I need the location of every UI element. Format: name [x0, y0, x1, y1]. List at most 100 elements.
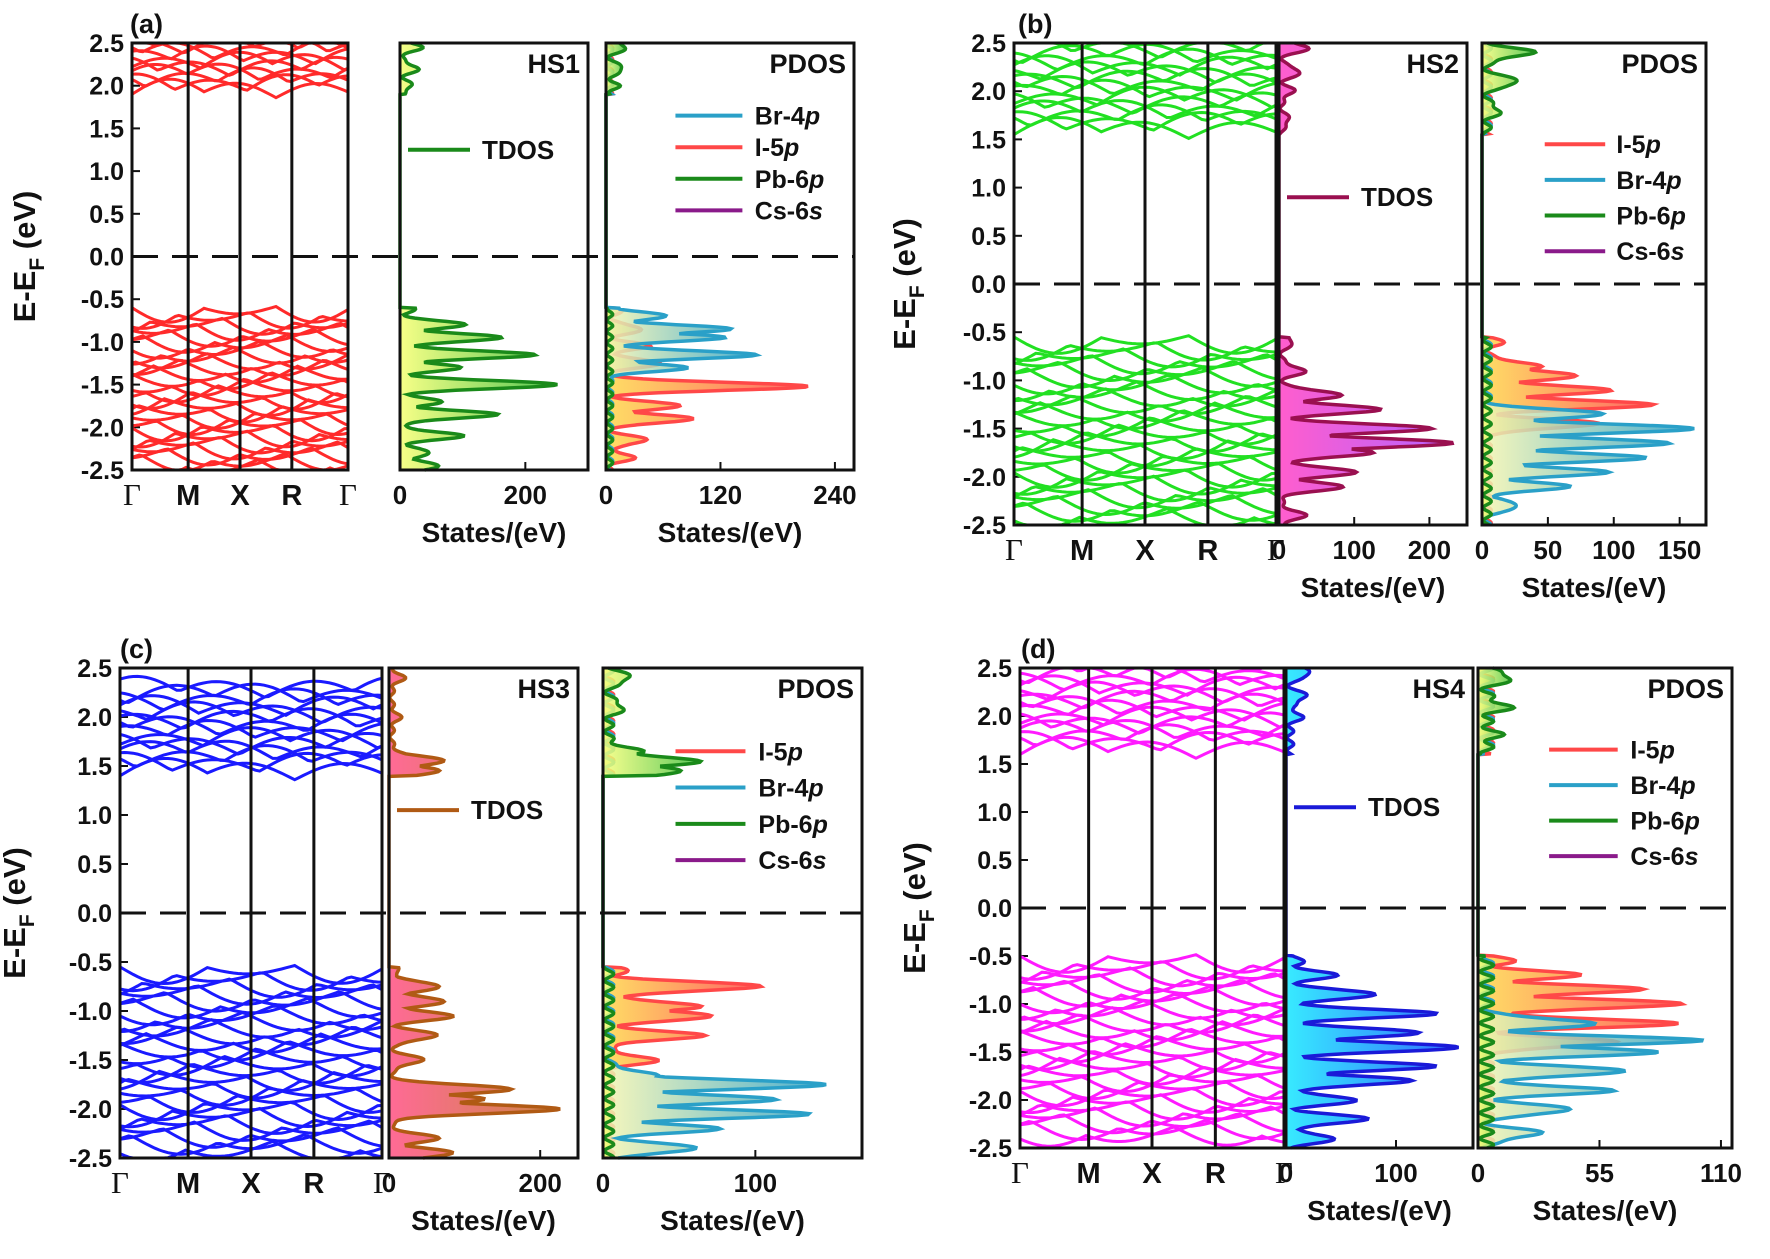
x-tick-label: 200 [1408, 535, 1451, 565]
x-tick-label: 0 [599, 480, 613, 510]
pdos-legend-label: Cs-6s [1616, 238, 1684, 266]
x-axis-label: States/(eV) [658, 517, 803, 548]
band-frame [118, 666, 384, 1160]
y-axis-label-sub: F [916, 909, 939, 922]
y-tick-label: 0.5 [89, 201, 124, 229]
x-tick-label: 0 [596, 1168, 610, 1198]
pdos-title: PDOS [1647, 674, 1724, 704]
y-tick-label: 1.0 [977, 799, 1012, 827]
x-axis-label: States/(eV) [660, 1205, 805, 1236]
k-point-label: M [176, 1168, 200, 1200]
k-point-label: Γ [111, 1165, 129, 1200]
dos-fill [603, 668, 701, 1158]
k-point-label: X [1135, 535, 1155, 567]
x-tick-label: 100 [1592, 535, 1635, 565]
y-tick-label: 1.5 [89, 115, 124, 143]
panel-4: (d) E-EF (eV) 2.5 2.0 1.5 1.0 0.5 0.0 -0.5 -1.0 -1… [897, 634, 1742, 1226]
y-tick-label: 2.5 [77, 655, 112, 683]
legend-name: Pb-6 [1630, 808, 1684, 836]
x-axis-label: States/(eV) [1301, 572, 1446, 603]
pdos-legend-label: I-5p [755, 134, 799, 162]
x-tick-label: 100 [1333, 535, 1376, 565]
legend-orbital: p [1684, 808, 1700, 836]
pdos-title: PDOS [1621, 49, 1698, 79]
legend-orbital: p [1670, 203, 1686, 231]
y-axis-label-unit: (eV) [887, 218, 922, 285]
legend-orbital: p [1665, 167, 1681, 195]
y-tick-label: 2.5 [971, 30, 1006, 58]
y-tick-label: 1.0 [89, 158, 124, 186]
y-tick-label: 2.5 [977, 655, 1012, 683]
y-tick-label: 0.5 [977, 847, 1012, 875]
legend-orbital: p [807, 775, 823, 803]
band-frame [1018, 666, 1286, 1150]
y-tick-label: -1.0 [963, 367, 1006, 395]
k-point-label: Γ [339, 477, 357, 512]
y-tick-label: -0.5 [69, 949, 112, 977]
y-axis-label-main: E-E [0, 927, 32, 979]
pdos-legend-label: Br-4p [758, 775, 823, 803]
legend-name: Cs-6 [755, 197, 809, 225]
dos-fill [603, 668, 827, 1158]
y-axis-label-sub: F [906, 285, 929, 298]
tdos-legend-label: TDOS [471, 795, 543, 825]
k-point-label: M [1077, 1158, 1101, 1190]
x-tick-label: 150 [1658, 535, 1701, 565]
pdos-legend-label: Cs-6s [758, 847, 826, 875]
legend-orbital: p [804, 103, 820, 131]
legend-orbital: p [1645, 131, 1661, 159]
legend-name: Br-4 [1630, 772, 1680, 800]
dos-fill [606, 43, 626, 470]
legend-name: I-5 [758, 738, 787, 766]
legend-name: Cs-6 [758, 847, 812, 875]
x-tick-label: 0 [382, 1168, 396, 1198]
dos-fill [400, 43, 558, 470]
y-tick-label: -2.0 [963, 464, 1006, 492]
dos-fill [603, 668, 761, 1158]
legend-name: Pb-6 [758, 811, 812, 839]
panel-1: (a) E-EF (eV) 2.5 2.0 1.5 1.0 0.5 0.0 -0.5 -1.0 -1… [7, 9, 857, 548]
band-frame [130, 41, 350, 472]
y-tick-label: -1.5 [69, 1047, 112, 1075]
pdos-legend-label: Cs-6s [1630, 843, 1698, 871]
y-tick-label: -2.0 [969, 1087, 1012, 1115]
x-tick-label: 0 [1272, 535, 1286, 565]
y-tick-label: -2.5 [963, 512, 1006, 540]
y-tick-label: -2.5 [69, 1145, 112, 1173]
tdos-title: HS1 [527, 49, 580, 79]
k-point-label: Γ [1011, 1155, 1029, 1190]
k-point-label: Γ [123, 477, 141, 512]
tdos-legend-label: TDOS [482, 135, 554, 165]
y-tick-label: -1.0 [69, 998, 112, 1026]
y-tick-label: 1.0 [77, 802, 112, 830]
x-tick-label: 0 [1279, 1158, 1293, 1188]
pdos-legend-label: Cs-6s [755, 197, 823, 225]
tdos-frame [398, 41, 590, 472]
legend-name: Pb-6 [1616, 203, 1670, 231]
pdos-legend-label: Pb-6p [1616, 203, 1685, 231]
y-tick-label: 1.5 [77, 753, 112, 781]
panel-label: (a) [130, 9, 163, 39]
x-axis-label: States/(eV) [411, 1205, 556, 1236]
y-tick-label: 2.0 [89, 73, 124, 101]
legend-orbital: p [808, 166, 824, 194]
x-axis-label: States/(eV) [1307, 1195, 1452, 1226]
legend-name: Cs-6 [1630, 843, 1684, 871]
y-axis-label-unit: (eV) [0, 847, 32, 914]
tdos-legend-label: TDOS [1361, 182, 1433, 212]
pdos-legend-label: Pb-6p [755, 166, 824, 194]
x-tick-label: 100 [734, 1168, 777, 1198]
panel-label: (c) [120, 634, 153, 664]
pdos-legend-label: Br-4p [1630, 772, 1695, 800]
y-tick-label: -2.0 [81, 414, 124, 442]
x-axis-label: States/(eV) [422, 517, 567, 548]
y-tick-label: 2.0 [971, 78, 1006, 106]
x-tick-label: 240 [813, 480, 856, 510]
y-tick-label: -2.5 [81, 457, 124, 485]
pdos-title: PDOS [777, 674, 854, 704]
panel-3: (c) E-EF (eV) 2.5 2.0 1.5 1.0 0.5 0.0 -0.5 -1.0 -1… [0, 634, 864, 1236]
y-tick-label: 2.0 [977, 703, 1012, 731]
y-tick-label: -1.0 [81, 329, 124, 357]
legend-name: Br-4 [755, 103, 805, 131]
